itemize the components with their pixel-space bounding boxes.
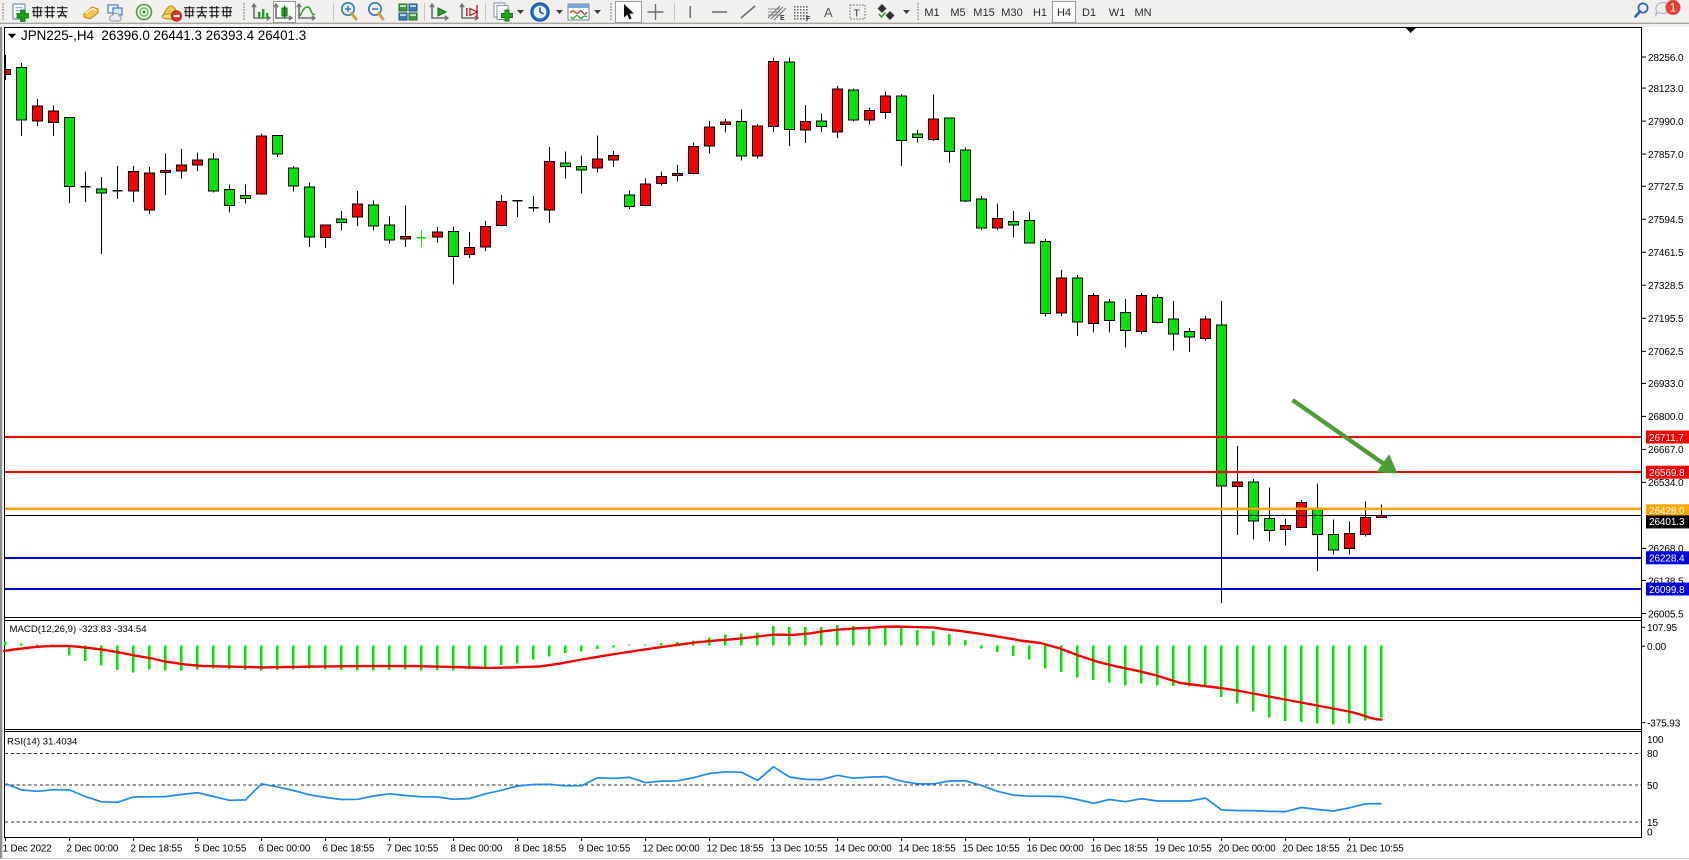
svg-text:26667.0: 26667.0 — [1648, 445, 1684, 456]
svg-text:14 Dec 18:55: 14 Dec 18:55 — [899, 843, 957, 854]
svg-text:21 Dec 10:55: 21 Dec 10:55 — [1347, 843, 1405, 854]
svg-text:JPN225-,H4 26396.0 26441.3 26: JPN225-,H4 26396.0 26441.3 26393.4 26401… — [21, 28, 306, 43]
svg-text:MN: MN — [1134, 7, 1151, 19]
svg-text:F: F — [806, 16, 811, 23]
svg-text:19 Dec 10:55: 19 Dec 10:55 — [1155, 843, 1213, 854]
svg-text:26534.0: 26534.0 — [1648, 478, 1684, 489]
svg-text:27328.5: 27328.5 — [1648, 281, 1684, 292]
svg-text:27857.0: 27857.0 — [1648, 150, 1684, 161]
svg-text:26933.0: 26933.0 — [1648, 379, 1684, 390]
svg-text:27594.5: 27594.5 — [1648, 215, 1684, 226]
svg-text:26138.5: 26138.5 — [1648, 576, 1684, 587]
svg-text:8 Dec 18:55: 8 Dec 18:55 — [515, 843, 567, 854]
svg-text:26711.7: 26711.7 — [1649, 433, 1684, 444]
svg-text:E: E — [780, 15, 785, 22]
svg-text:26268.0: 26268.0 — [1648, 544, 1684, 555]
svg-text:2 Dec 00:00: 2 Dec 00:00 — [67, 843, 119, 854]
svg-text:12 Dec 18:55: 12 Dec 18:55 — [707, 843, 765, 854]
svg-text:9 Dec 10:55: 9 Dec 10:55 — [579, 843, 631, 854]
svg-text:7 Dec 10:55: 7 Dec 10:55 — [387, 843, 439, 854]
svg-text:13 Dec 10:55: 13 Dec 10:55 — [771, 843, 829, 854]
svg-text:26569.8: 26569.8 — [1649, 468, 1685, 479]
svg-text:0.00: 0.00 — [1647, 642, 1667, 653]
svg-text:27062.5: 27062.5 — [1648, 347, 1684, 358]
svg-text:0: 0 — [1647, 827, 1653, 838]
svg-text:15: 15 — [1647, 818, 1658, 829]
svg-text:M30: M30 — [1001, 7, 1022, 19]
svg-text:A: A — [824, 5, 833, 20]
svg-text:H1: H1 — [1033, 7, 1047, 19]
svg-text:27990.0: 27990.0 — [1648, 117, 1684, 128]
svg-text:6 Dec 00:00: 6 Dec 00:00 — [259, 843, 311, 854]
svg-text:M1: M1 — [924, 7, 939, 19]
svg-text:16 Dec 18:55: 16 Dec 18:55 — [1091, 843, 1149, 854]
svg-text:1: 1 — [1670, 3, 1676, 15]
svg-text:14 Dec 00:00: 14 Dec 00:00 — [835, 843, 893, 854]
svg-text:27727.5: 27727.5 — [1648, 182, 1684, 193]
svg-text:28123.0: 28123.0 — [1648, 84, 1684, 95]
svg-text:15 Dec 10:55: 15 Dec 10:55 — [963, 843, 1021, 854]
svg-text:2 Dec 18:55: 2 Dec 18:55 — [131, 843, 183, 854]
svg-text:M5: M5 — [950, 7, 965, 19]
svg-text:8 Dec 00:00: 8 Dec 00:00 — [451, 843, 503, 854]
svg-text:100: 100 — [1647, 735, 1664, 746]
svg-text:26099.8: 26099.8 — [1649, 585, 1685, 596]
svg-text:107.95: 107.95 — [1647, 623, 1678, 634]
svg-text:20 Dec 00:00: 20 Dec 00:00 — [1219, 843, 1277, 854]
svg-text:MACD(12,26,9) -323.83 -334.54: MACD(12,26,9) -323.83 -334.54 — [10, 624, 148, 635]
svg-text:5 Dec 10:55: 5 Dec 10:55 — [195, 843, 247, 854]
svg-text:50: 50 — [1647, 781, 1658, 792]
svg-text:6 Dec 18:55: 6 Dec 18:55 — [323, 843, 375, 854]
svg-text:12 Dec 00:00: 12 Dec 00:00 — [643, 843, 701, 854]
svg-text:1 Dec 2022: 1 Dec 2022 — [3, 843, 52, 854]
svg-text:16 Dec 00:00: 16 Dec 00:00 — [1027, 843, 1085, 854]
svg-text:26428.0: 26428.0 — [1649, 506, 1685, 517]
svg-text:T: T — [854, 8, 861, 20]
svg-text:26800.0: 26800.0 — [1648, 412, 1684, 423]
svg-text:20 Dec 18:55: 20 Dec 18:55 — [1283, 843, 1341, 854]
svg-text:26005.5: 26005.5 — [1648, 609, 1684, 620]
svg-text:M15: M15 — [973, 7, 994, 19]
svg-text:27195.5: 27195.5 — [1648, 314, 1684, 325]
svg-text:D1: D1 — [1082, 7, 1096, 19]
svg-text:RSI(14) 31.4034: RSI(14) 31.4034 — [7, 736, 78, 747]
svg-text:W1: W1 — [1109, 7, 1126, 19]
svg-text:H4: H4 — [1057, 7, 1071, 19]
svg-text:27461.5: 27461.5 — [1648, 248, 1684, 259]
svg-text:80: 80 — [1647, 749, 1658, 760]
svg-text:26401.3: 26401.3 — [1649, 517, 1685, 528]
svg-text:28256.0: 28256.0 — [1648, 53, 1684, 64]
svg-text:-375.93: -375.93 — [1647, 718, 1681, 729]
svg-text:26228.4: 26228.4 — [1649, 554, 1685, 565]
